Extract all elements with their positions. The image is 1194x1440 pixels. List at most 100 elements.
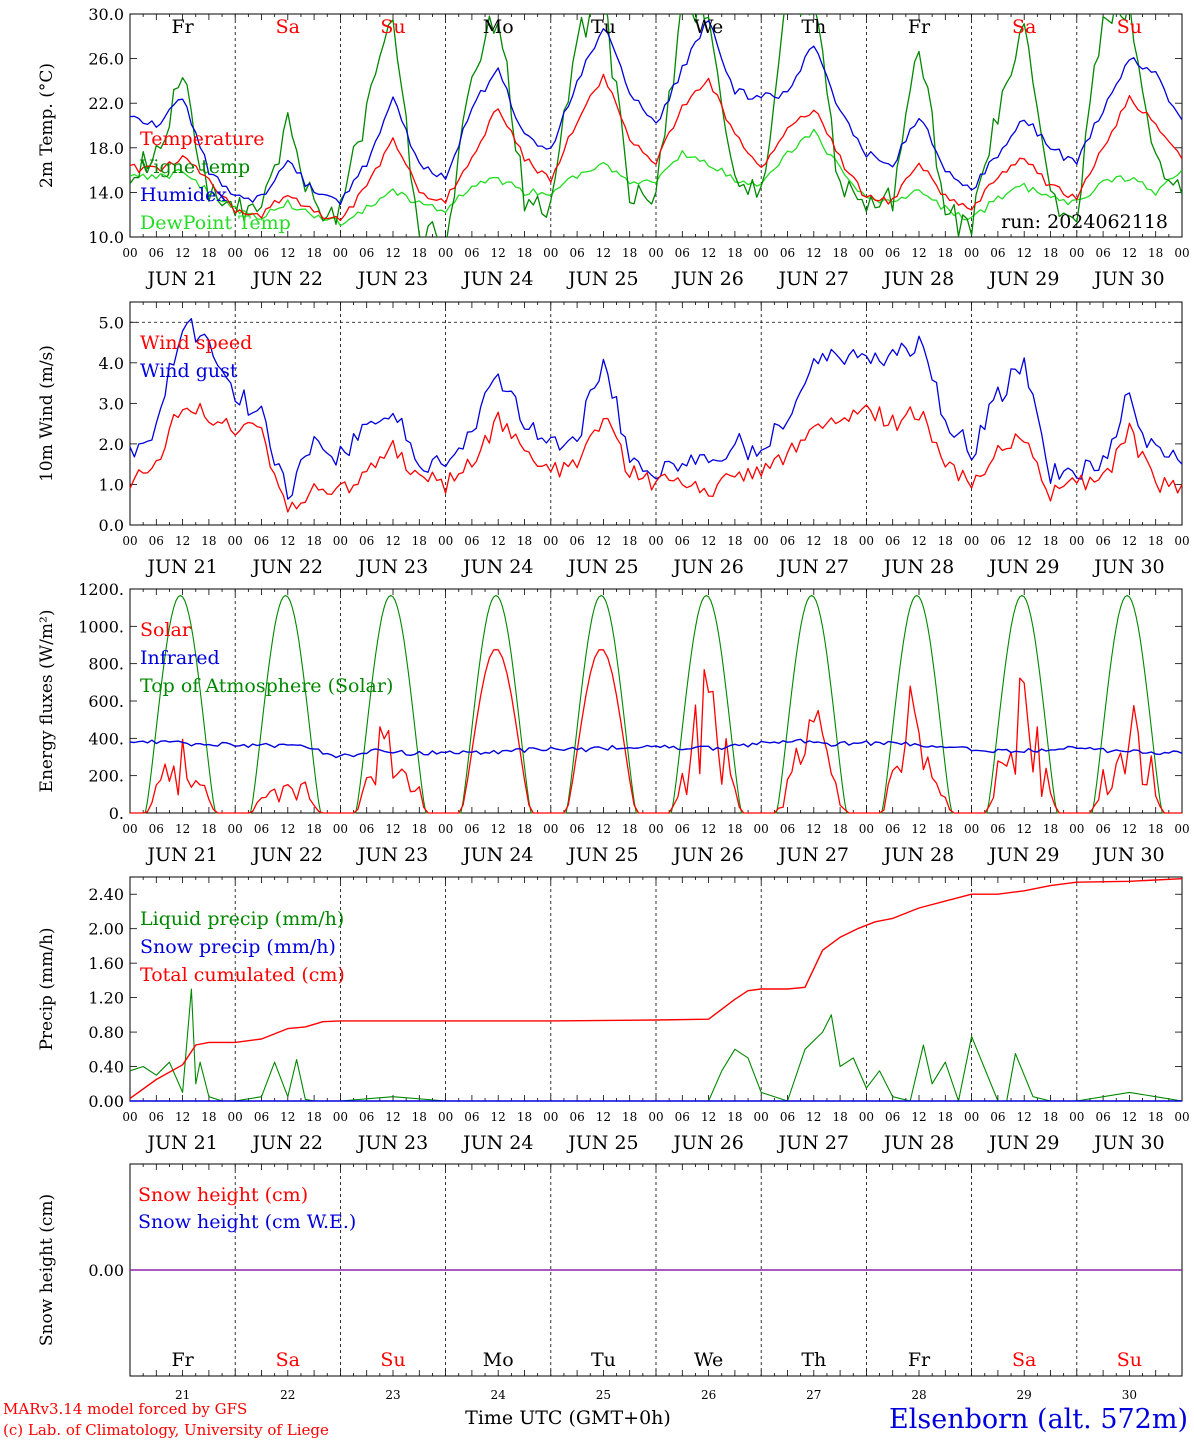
hour-tick-label: 18 (517, 1110, 532, 1124)
hour-tick-label: 18 (412, 1110, 427, 1124)
weekday-label: Su (380, 1349, 405, 1371)
hour-tick-label: 12 (806, 1110, 821, 1124)
hour-tick-label: 12 (911, 246, 926, 260)
date-label: JUN 26 (671, 844, 743, 866)
day-number-label: 24 (491, 1388, 507, 1402)
wind-panel: 0.0 1.0 2.0 3.0 4.0 5.0 10m Wind (m/s) Wind spe… (37, 301, 1190, 578)
hour-tick-label: 00 (648, 822, 663, 836)
hour-tick-label: 18 (201, 534, 216, 548)
precip-series (129, 878, 1183, 1102)
hour-tick-label: 12 (385, 246, 400, 260)
hour-tick-label: 06 (149, 246, 164, 260)
hour-tick-label: 00 (964, 534, 979, 548)
date-label: JUN 27 (777, 1132, 849, 1154)
hour-tick-label: 12 (280, 1110, 295, 1124)
date-label: JUN 26 (671, 268, 743, 290)
y-tick-label: 14.0 (88, 183, 124, 202)
weekday-label: Mo (483, 16, 514, 38)
hour-tick-label: 06 (359, 1110, 374, 1124)
hour-tick-label: 00 (543, 534, 558, 548)
hour-tick-label: 00 (1174, 246, 1189, 260)
hour-tick-label: 18 (832, 822, 847, 836)
legend-entry: Snow height (cm W.E.) (138, 1211, 356, 1233)
legend-entry: Snow height (cm) (138, 1184, 308, 1206)
date-label: JUN 21 (145, 1132, 217, 1154)
panel-frame (129, 588, 1183, 814)
y-tick-label: 800. (88, 655, 124, 674)
hour-tick-label: 00 (333, 534, 348, 548)
hour-tick-label: 06 (780, 534, 795, 548)
y-tick-label: 0. (109, 804, 124, 823)
hour-tick-label: 06 (675, 246, 690, 260)
hour-tick-label: 06 (149, 534, 164, 548)
hour-tick-label: 12 (385, 822, 400, 836)
hour-tick-label: 06 (885, 534, 900, 548)
date-label: JUN 29 (987, 556, 1059, 578)
hour-tick-label: 12 (701, 1110, 716, 1124)
hour-tick-label: 06 (569, 822, 584, 836)
hour-tick-label: 00 (438, 534, 453, 548)
hour-tick-label: 00 (438, 246, 453, 260)
hour-tick-label: 12 (1122, 1110, 1137, 1124)
y-tick-label: 1200. (78, 580, 124, 599)
date-label: JUN 24 (461, 268, 533, 290)
weekday-label: Su (1117, 1349, 1142, 1371)
legend-entry: Liquid precip (mm/h) (140, 908, 344, 930)
y-axis-label: Energy fluxes (W/m²) (37, 610, 57, 793)
hour-tick-label: 06 (675, 1110, 690, 1124)
weekday-label: Fr (171, 1349, 194, 1371)
hour-tick-label: 12 (1017, 1110, 1032, 1124)
hour-tick-label: 18 (622, 534, 637, 548)
y-tick-label: 26.0 (88, 50, 124, 69)
weekday-label: Tu (591, 1349, 616, 1371)
date-label: JUN 28 (882, 844, 954, 866)
hour-tick-label: 12 (596, 534, 611, 548)
hour-tick-label: 06 (569, 534, 584, 548)
hour-tick-label: 00 (648, 1110, 663, 1124)
day-number-label: 23 (385, 1388, 400, 1402)
hour-tick-label: 06 (1095, 1110, 1110, 1124)
hour-tick-label: 18 (1043, 246, 1058, 260)
date-label: JUN 24 (461, 844, 533, 866)
hour-tick-label: 00 (1174, 534, 1189, 548)
y-tick-label: 0.0 (99, 516, 124, 535)
hour-tick-label: 06 (464, 246, 479, 260)
hour-tick-label: 12 (385, 534, 400, 548)
weekday-label: Th (801, 1349, 826, 1371)
y-tick-label: 200. (88, 767, 124, 786)
hour-tick-label: 06 (569, 1110, 584, 1124)
hour-tick-label: 06 (1095, 534, 1110, 548)
hour-tick-label: 06 (149, 822, 164, 836)
hour-tick-label: 12 (491, 1110, 506, 1124)
date-label: JUN 30 (1092, 844, 1164, 866)
y-tick-label: 400. (88, 729, 124, 748)
date-label: JUN 23 (356, 844, 428, 866)
date-label: JUN 28 (882, 556, 954, 578)
series-line (130, 20, 1182, 206)
y-axis-label: 2m Temp. (°C) (37, 63, 57, 188)
hour-tick-label: 06 (359, 534, 374, 548)
day-number-label: 28 (911, 1388, 926, 1402)
legend-entry: Wind gust (140, 360, 238, 382)
panel-frame (129, 13, 1183, 238)
hour-tick-label: 00 (122, 1110, 137, 1124)
hour-tick-label: 00 (543, 822, 558, 836)
hour-tick-label: 00 (754, 246, 769, 260)
hour-tick-label: 18 (201, 822, 216, 836)
hour-tick-label: 00 (228, 822, 243, 836)
date-label: JUN 29 (987, 268, 1059, 290)
hour-tick-label: 00 (648, 246, 663, 260)
series-line (129, 738, 1183, 759)
weekday-label: Sa (1012, 1349, 1036, 1371)
series-line (129, 402, 1183, 513)
day-number-label: 25 (596, 1388, 611, 1402)
series-line (130, 649, 1182, 814)
hour-tick-label: 00 (333, 1110, 348, 1124)
hour-tick-label: 12 (701, 534, 716, 548)
hour-tick-label: 00 (754, 534, 769, 548)
hour-tick-label: 18 (517, 534, 532, 548)
hour-tick-label: 06 (464, 534, 479, 548)
weekday-label: We (694, 1349, 723, 1371)
date-label: JUN 23 (356, 1132, 428, 1154)
